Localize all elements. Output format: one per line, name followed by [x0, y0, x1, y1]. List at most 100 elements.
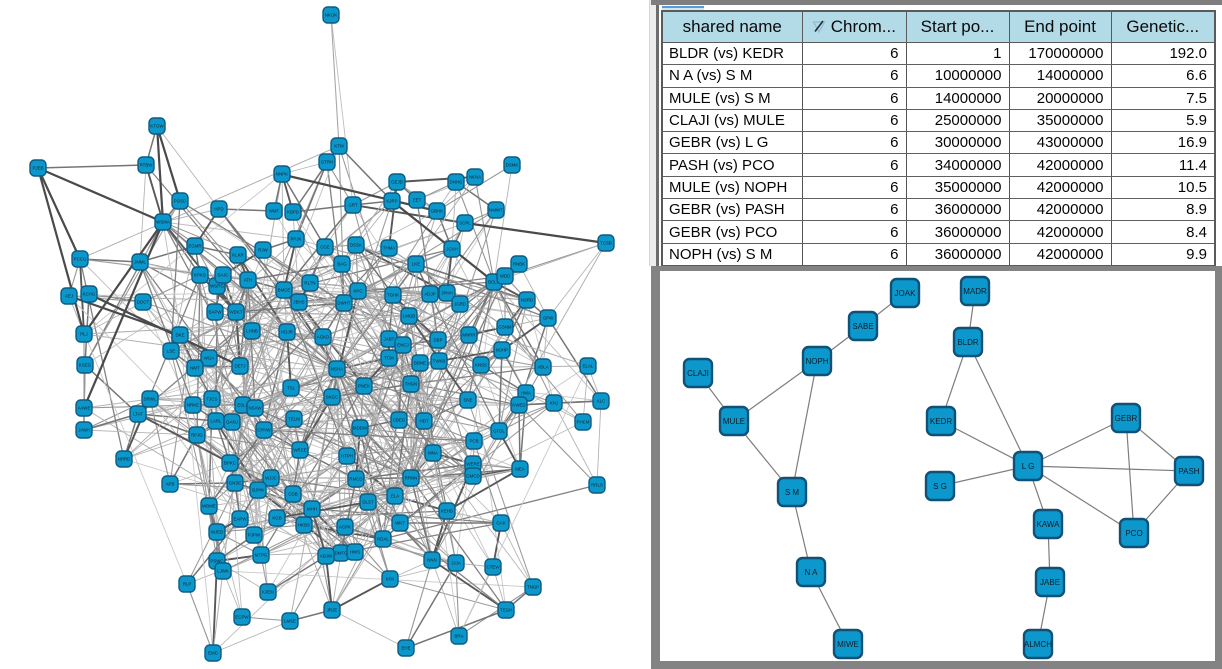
svg-text:BBNE: BBNE: [414, 361, 426, 366]
svg-text:PASH: PASH: [1178, 467, 1199, 476]
svg-text:MIWE: MIWE: [837, 640, 859, 649]
svg-text:HKBS: HKBS: [298, 523, 310, 528]
svg-text:GRT: GRT: [348, 203, 358, 208]
svg-text:KPKS: KPKS: [194, 273, 206, 278]
svg-text:NRRD: NRRD: [118, 457, 131, 462]
svg-text:NSAW: NSAW: [248, 406, 262, 411]
svg-text:ATH: ATH: [244, 278, 252, 283]
svg-text:ABJW: ABJW: [320, 554, 333, 559]
svg-text:L G: L G: [1022, 462, 1035, 471]
svg-text:WDKT: WDKT: [230, 310, 243, 315]
svg-text:KWED: KWED: [512, 403, 525, 408]
svg-text:MULE: MULE: [723, 417, 745, 426]
svg-text:KNJ: KNJ: [550, 401, 558, 406]
svg-text:DSSK: DSSK: [350, 243, 362, 248]
svg-text:GEBR: GEBR: [1115, 414, 1138, 423]
svg-text:DLST: DLST: [362, 500, 374, 505]
svg-text:WKT: WKT: [395, 521, 405, 526]
svg-text:TEGH: TEGH: [500, 608, 512, 613]
svg-text:RJW: RJW: [258, 248, 268, 253]
svg-text:WGA: WGA: [204, 356, 215, 361]
svg-text:JGRD: JGRD: [454, 302, 466, 307]
svg-text:KGB: KGB: [272, 516, 281, 521]
svg-text:JBHS: JBHS: [293, 300, 304, 305]
svg-text:BLDR: BLDR: [957, 338, 979, 347]
svg-text:EGMR: EGMR: [188, 244, 201, 249]
svg-text:DKE: DKE: [175, 333, 184, 338]
svg-text:JANH: JANH: [78, 428, 89, 433]
svg-text:WMT: WMT: [269, 209, 280, 214]
svg-text:KJEM: KJEM: [262, 590, 274, 595]
svg-text:RNBK: RNBK: [513, 262, 525, 267]
svg-text:WJJC: WJJC: [265, 476, 277, 481]
svg-text:HTPH: HTPH: [341, 454, 353, 459]
svg-text:SKGC: SKGC: [326, 395, 338, 400]
svg-text:THMA: THMA: [383, 246, 396, 251]
svg-text:SRWL: SRWL: [144, 397, 157, 402]
svg-text:NKGK: NKGK: [325, 13, 338, 18]
svg-text:TSL: TSL: [287, 386, 296, 391]
svg-text:THGN: THGN: [405, 382, 417, 387]
svg-text:ELAL: ELAL: [583, 364, 594, 369]
svg-text:WBME: WBME: [202, 504, 216, 509]
svg-text:TCM: TCM: [384, 356, 394, 361]
svg-text:BAG: BAG: [337, 262, 347, 267]
svg-text:EAPW: EAPW: [234, 517, 248, 522]
svg-text:CLAJI: CLAJI: [687, 369, 709, 378]
svg-text:KEDR: KEDR: [930, 417, 952, 426]
svg-text:GBHK: GBHK: [431, 209, 444, 214]
svg-text:DBP: DBP: [433, 338, 442, 343]
svg-text:LJWK: LJWK: [217, 569, 229, 574]
svg-text:MNRR: MNRR: [462, 333, 475, 338]
svg-text:CPHW: CPHW: [257, 428, 271, 433]
svg-text:RLTN: RLTN: [304, 281, 315, 286]
svg-text:GNSE: GNSE: [229, 481, 242, 486]
svg-text:ENCJ: ENCJ: [397, 343, 408, 348]
svg-text:MDDW: MDDW: [353, 426, 368, 431]
svg-text:RTBW: RTBW: [140, 163, 154, 168]
svg-text:ELA: ELA: [391, 494, 399, 499]
svg-text:NKNA: NKNA: [469, 175, 481, 180]
svg-text:PGSD: PGSD: [174, 199, 186, 204]
svg-text:BRA: BRA: [454, 634, 463, 639]
svg-text:KSEG: KSEG: [79, 363, 92, 368]
svg-text:RRNN: RRNN: [405, 476, 418, 481]
svg-text:JABE: JABE: [1040, 578, 1060, 587]
svg-text:TWKB: TWKB: [433, 359, 446, 364]
svg-text:NNN: NNN: [427, 558, 437, 563]
svg-text:JOAK: JOAK: [895, 289, 917, 298]
svg-text:WSRG: WSRG: [210, 284, 224, 289]
svg-text:EMC: EMC: [208, 651, 218, 656]
svg-text:KLKR: KLKR: [232, 253, 243, 258]
svg-text:NMWT: NMWT: [489, 208, 503, 213]
svg-text:HWS: HWS: [350, 550, 360, 555]
svg-text:NSRD: NSRD: [521, 298, 533, 303]
svg-text:HDJR: HDJR: [281, 330, 293, 335]
svg-text:GMCD: GMCD: [466, 474, 479, 479]
svg-text:DETJ: DETJ: [235, 364, 246, 369]
svg-text:PCCG: PCCG: [74, 257, 87, 262]
svg-text:PHCM: PHCM: [577, 420, 590, 425]
svg-text:SNE: SNE: [463, 398, 472, 403]
svg-text:AEJ: AEJ: [65, 294, 73, 299]
svg-text:BPKC: BPKC: [224, 461, 236, 466]
svg-text:PCO: PCO: [1125, 529, 1142, 538]
svg-text:WERE: WERE: [466, 462, 479, 467]
svg-text:RMCD: RMCD: [349, 477, 362, 482]
svg-text:HPD: HPD: [214, 207, 223, 212]
svg-text:WJEB: WJEB: [211, 530, 223, 535]
svg-text:GANJ: GANJ: [226, 420, 238, 425]
svg-text:KJRP: KJRP: [386, 199, 397, 204]
svg-text:EHE: EHE: [401, 646, 410, 651]
svg-text:APB: APB: [166, 482, 175, 487]
svg-text:CTEW: CTEW: [487, 565, 501, 570]
svg-text:TJCS: TJCS: [207, 397, 218, 402]
svg-text:PSWC: PSWC: [210, 559, 223, 564]
svg-text:GEJD: GEJD: [391, 180, 403, 185]
svg-text:TGHK: TGHK: [387, 293, 399, 298]
svg-text:MJHP: MJHP: [496, 348, 508, 353]
svg-text:SABE: SABE: [852, 322, 873, 331]
svg-text:MADR: MADR: [963, 287, 987, 296]
svg-text:ECPW: ECPW: [235, 615, 249, 620]
svg-text:S M: S M: [785, 488, 800, 497]
